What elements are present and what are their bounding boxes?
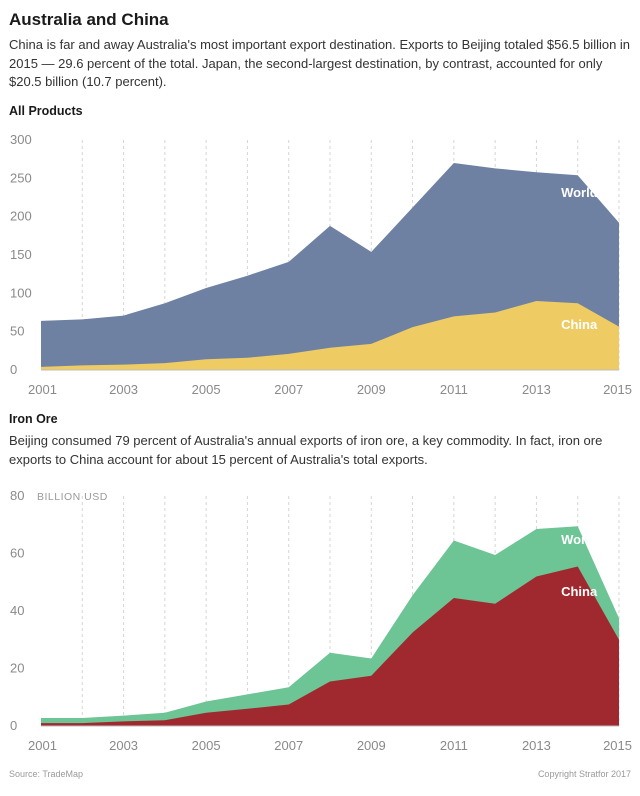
x-tick-label: 2001	[28, 382, 57, 397]
x-tick-label: 2005	[192, 738, 221, 753]
x-tick-label: 2009	[357, 382, 386, 397]
iron-ore-chart: 0 20 40 60 80 BILLION USD 2001 2003 2005 2007 2009…	[10, 488, 632, 753]
y-tick-label: 80	[10, 488, 24, 503]
iron-ore-description: Beijing consumed 79 percent of Australia…	[9, 433, 603, 467]
y-tick-label: 40	[10, 603, 24, 618]
page-title: Australia and China	[9, 10, 169, 29]
intro-paragraph: China is far and away Australia's most i…	[9, 37, 631, 89]
y-tick-label: 0	[10, 718, 17, 733]
x-tick-label: 2015	[603, 738, 632, 753]
y-tick-label: 50	[10, 324, 24, 339]
x-tick-label: 2015	[603, 382, 632, 397]
x-tick-label: 2011	[440, 738, 468, 753]
iron-ore-heading: Iron Ore	[9, 412, 58, 426]
all-products-chart: 0 50 100 150 200 250 300 2001 2003 2005 2007 2009 20…	[10, 132, 632, 397]
source-note: Source: TradeMap	[9, 769, 84, 779]
x-tick-label: 2003	[109, 738, 138, 753]
x-tick-label: 2001	[28, 738, 57, 753]
area-china	[41, 301, 619, 370]
x-tick-label: 2005	[192, 382, 221, 397]
series-label-world: World	[561, 185, 598, 200]
y-axis-unit-label: BILLION USD	[37, 491, 108, 503]
x-tick-label: 2003	[109, 382, 138, 397]
y-tick-label: 60	[10, 546, 24, 561]
y-tick-label: 200	[10, 209, 32, 224]
y-tick-label: 150	[10, 247, 32, 262]
series-label-world: World	[561, 532, 598, 547]
x-tick-label: 2009	[357, 738, 386, 753]
series-label-china: China	[561, 584, 598, 599]
y-tick-label: 20	[10, 661, 24, 676]
y-tick-label: 100	[10, 285, 32, 300]
x-tick-label: 2013	[522, 382, 551, 397]
x-tick-label: 2007	[274, 738, 303, 753]
y-tick-label: 250	[10, 170, 32, 185]
y-tick-label: 0	[10, 362, 17, 377]
x-tick-label: 2013	[522, 738, 551, 753]
x-tick-label: 2011	[440, 382, 468, 397]
y-tick-label: 300	[10, 132, 32, 147]
area-china	[41, 566, 619, 726]
x-tick-label: 2007	[274, 382, 303, 397]
copyright-note: Copyright Stratfor 2017	[537, 769, 631, 779]
series-label-china: China	[561, 317, 598, 332]
all-products-heading: All Products	[9, 104, 83, 118]
